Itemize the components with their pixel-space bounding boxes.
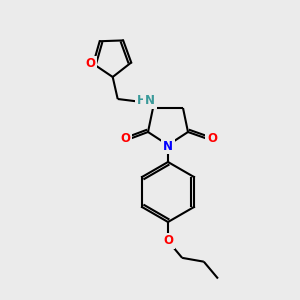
Text: O: O xyxy=(207,131,217,145)
Text: N: N xyxy=(163,140,173,152)
Text: O: O xyxy=(85,57,95,70)
Text: H: H xyxy=(137,94,147,107)
Text: O: O xyxy=(120,131,130,145)
Text: N: N xyxy=(145,94,155,107)
Text: O: O xyxy=(163,235,173,248)
